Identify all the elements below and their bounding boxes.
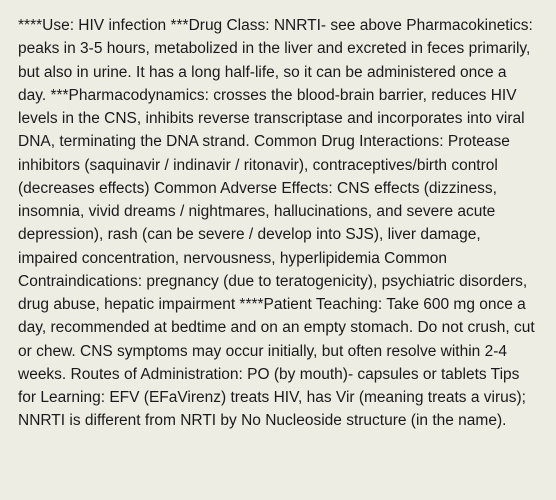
drug-info-text: ****Use: HIV infection ***Drug Class: NN… (18, 14, 538, 433)
